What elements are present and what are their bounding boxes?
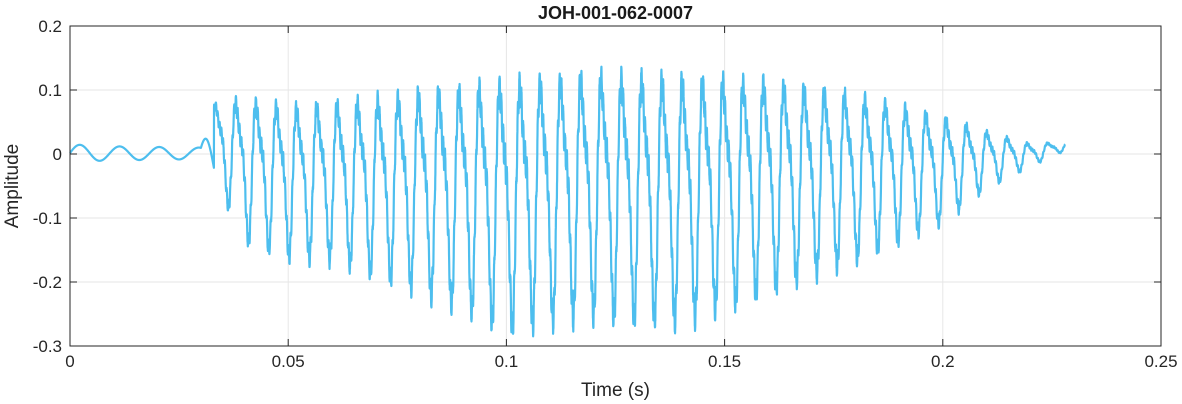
y-axis-label: Amplitude: [2, 144, 23, 229]
x-tick-label: 0.15: [708, 352, 741, 371]
signal-line: [69, 65, 1066, 338]
x-tick-label: 0.25: [1144, 352, 1177, 371]
x-tick-label: 0.2: [931, 352, 955, 371]
y-tick-label: -0.1: [33, 209, 62, 228]
y-tick-label: 0.1: [38, 81, 62, 100]
y-tick-label: 0: [53, 145, 62, 164]
y-tick-label: 0.2: [38, 17, 62, 36]
y-tick-label: -0.2: [33, 273, 62, 292]
chart-title: JOH-001-062-0007: [538, 3, 693, 23]
x-tick-label: 0: [65, 352, 74, 371]
ticks: 0 0.05 0.1 0.15 0.2 0.25 -0.3 -0.2 -0.1 0 0.1 0.2: [33, 17, 1178, 371]
x-tick-label: 0.1: [495, 352, 519, 371]
x-tick-label: 0.05: [272, 352, 305, 371]
x-axis-label: Time (s): [581, 380, 650, 401]
plot-frame: [69, 25, 1162, 347]
y-tick-label: -0.3: [33, 337, 62, 356]
signal-layer: [69, 65, 1066, 338]
